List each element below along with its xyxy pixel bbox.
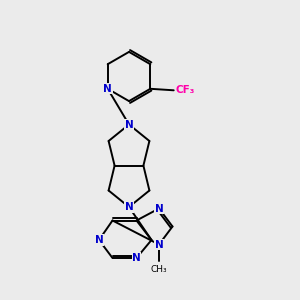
Text: N: N <box>94 235 103 245</box>
Text: N: N <box>154 203 164 214</box>
Text: N: N <box>124 119 134 130</box>
Text: N: N <box>154 239 164 250</box>
Text: N: N <box>132 253 141 263</box>
Text: N: N <box>103 84 112 94</box>
Text: N: N <box>124 202 134 212</box>
Text: CH₃: CH₃ <box>151 265 167 274</box>
Text: CF₃: CF₃ <box>175 85 195 95</box>
